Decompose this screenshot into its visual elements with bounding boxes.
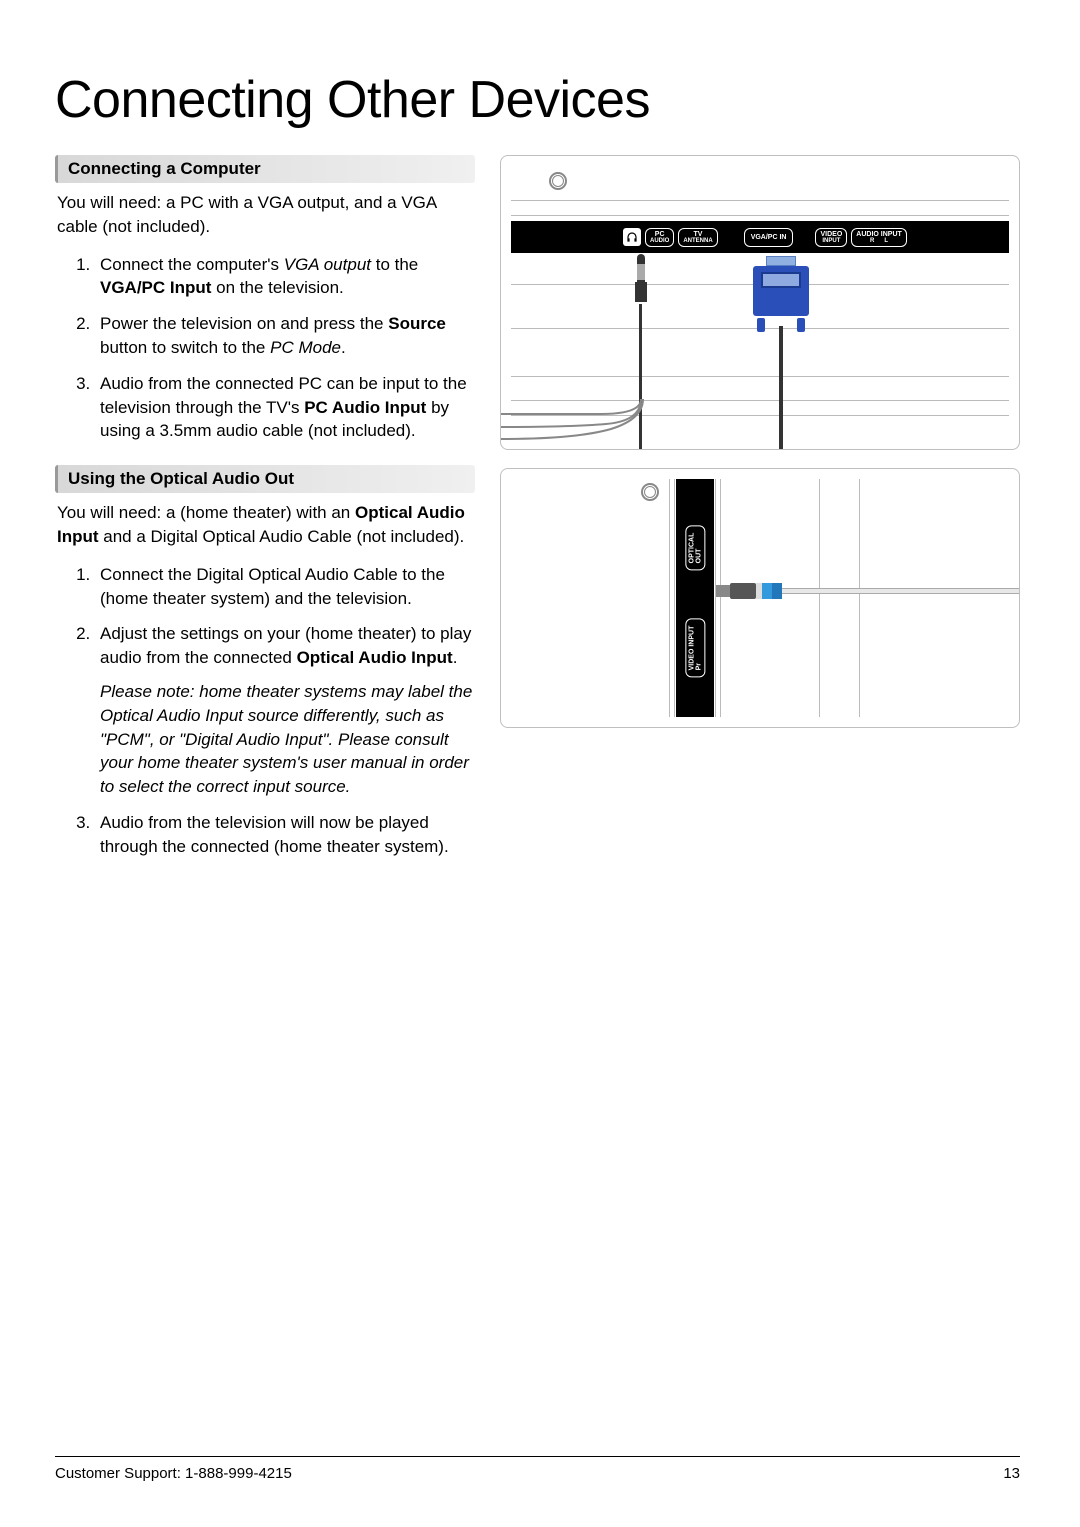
headphone-icon (623, 228, 641, 246)
note-text: Please note: home theater systems may la… (100, 680, 475, 799)
text: VGA output (284, 255, 371, 274)
right-column: PCAUDIO TVANTENNA VGA/PC IN VIDEOINPUT A… (500, 155, 1020, 871)
text: PC Mode (270, 338, 341, 357)
vga-connector-icon (753, 256, 809, 326)
list-item: Power the television on and press the So… (95, 312, 475, 360)
text: . (453, 648, 458, 667)
list-item: Adjust the settings on your (home theate… (95, 622, 475, 799)
content-row: Connecting a Computer You will need: a P… (55, 155, 1020, 871)
text: on the television. (211, 278, 343, 297)
text: Optical Audio Input (297, 648, 453, 667)
text: button to switch to the (100, 338, 270, 357)
section1-intro: You will need: a PC with a VGA output, a… (55, 191, 475, 253)
vga-pc-port: VGA/PC IN (744, 228, 794, 247)
video-input-port: VIDEOINPUT (815, 228, 847, 247)
page-title: Connecting Other Devices (55, 70, 1020, 130)
page-number: 13 (1003, 1465, 1020, 1482)
optical-cable-icon (716, 583, 1019, 599)
page-footer: Customer Support: 1-888-999-4215 13 (55, 1456, 1020, 1482)
tv-port-bar: PCAUDIO TVANTENNA VGA/PC IN VIDEOINPUT A… (511, 221, 1009, 253)
optical-out-port: OPTICALOUT (685, 526, 705, 571)
screw-icon (549, 172, 567, 190)
audio-input-port: AUDIO INPUTR L (851, 228, 907, 247)
audio-jack-icon (635, 254, 647, 304)
list-item: Audio from the television will now be pl… (95, 811, 475, 859)
text: Connect the computer's (100, 255, 284, 274)
screw-icon (641, 483, 659, 501)
vga-cable (779, 326, 783, 450)
text: to the (371, 255, 418, 274)
text: Power the television on and press the (100, 314, 388, 333)
vga-connection-diagram: PCAUDIO TVANTENNA VGA/PC IN VIDEOINPUT A… (500, 155, 1020, 450)
cable-exit-icon (501, 399, 646, 449)
panel-line (669, 479, 675, 717)
text: and a Digital Optical Audio Cable (not i… (99, 527, 465, 546)
optical-connection-diagram: OPTICALOUT VIDEO INPUTPr (500, 468, 1020, 728)
pc-audio-port: PCAUDIO (645, 228, 674, 247)
list-item: Audio from the connected PC can be input… (95, 372, 475, 443)
text: . (341, 338, 346, 357)
section2: Using the Optical Audio Out You will nee… (55, 465, 475, 858)
section2-header: Using the Optical Audio Out (55, 465, 475, 493)
text: You will need: a (home theater) with an (57, 503, 355, 522)
section1-steps: Connect the computer's VGA output to the… (55, 253, 475, 444)
panel-line (511, 200, 1009, 216)
text: Source (388, 314, 446, 333)
text: PC Audio Input (304, 398, 426, 417)
left-column: Connecting a Computer You will need: a P… (55, 155, 475, 871)
tv-antenna-port: TVANTENNA (678, 228, 717, 247)
panel-line (511, 376, 1009, 377)
section2-steps: Connect the Digital Optical Audio Cable … (55, 563, 475, 859)
video-input-side-port: VIDEO INPUTPr (685, 619, 705, 678)
section1-header: Connecting a Computer (55, 155, 475, 183)
tv-side-port-bar: OPTICALOUT VIDEO INPUTPr (676, 479, 714, 717)
list-item: Connect the Digital Optical Audio Cable … (95, 563, 475, 611)
list-item: Connect the computer's VGA output to the… (95, 253, 475, 301)
section2-intro: You will need: a (home theater) with an … (55, 501, 475, 563)
customer-support-text: Customer Support: 1-888-999-4215 (55, 1465, 292, 1482)
text: VGA/PC Input (100, 278, 211, 297)
